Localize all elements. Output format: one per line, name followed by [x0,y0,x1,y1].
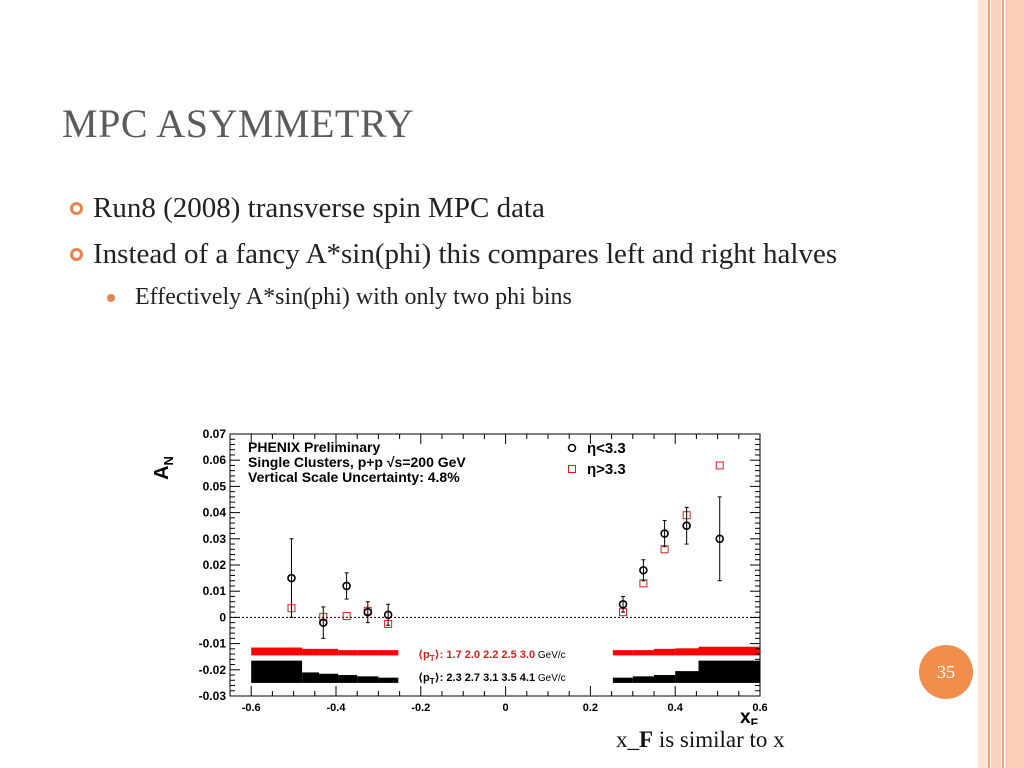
pt-band-segment [675,671,699,683]
low-eta-point [715,534,725,544]
low-eta-point [318,618,328,627]
annotation-clusters: Single Clusters, p+p √s=200 GeV [248,454,466,470]
pt-bands [251,646,760,683]
pt-band-segment [675,648,699,656]
y-tick-label: 0.05 [203,479,227,493]
y-tick-label: 0 [219,610,226,624]
slide-title: MPC ASYMMETRY [62,101,415,146]
pt-band-segment [654,675,676,683]
low-eta-point [287,573,296,583]
low-eta-point [682,521,691,530]
annotation-preliminary: PHENIX Preliminary [248,439,380,455]
legend-circle-marker [567,443,577,453]
x-tick-label: 0 [503,702,509,714]
pt-band-segment [319,673,339,683]
pt-band-segment [698,646,760,656]
y-tick-label: 0.06 [203,453,227,467]
legend-square-marker [568,465,576,473]
bullet-item: Run8 (2008) transverse spin MPC data [70,188,890,228]
pt-band-segment [632,676,654,683]
pt-row-red: ⟨pT⟩: 1.7 2.0 2.2 2.5 3.0 GeV/c [418,649,566,663]
pt-band-segment [357,650,379,656]
pt-band-segment [612,650,633,656]
y-axis-label: AN [151,456,176,480]
y-tick-label: 0.03 [203,532,227,546]
low-eta-point [383,610,393,620]
pt-band-segment [251,647,303,656]
legend: η<3.3 η>3.3 [567,440,626,478]
pt-band-segment [319,648,339,656]
y-tick-label: 0.04 [203,506,227,520]
low-eta-point [363,607,373,617]
y-tick-label: 0.02 [203,558,227,572]
chart-figure: -0.03 -0.02 -0.01 0 0.01 0.02 0.03 0.04 0.05 0.06… [148,420,773,730]
x-tick-label: -0.2 [411,702,430,714]
pt-band-segment [302,648,320,656]
annotation-uncertainty: Vertical Scale Uncertainty: 4.8% [248,469,460,485]
y-tick-labels: -0.03 -0.02 -0.01 0 0.01 0.02 0.03 0.04 0.05 0.06… [199,427,227,703]
pt-band-segment [654,648,676,656]
low-eta-point [660,529,669,538]
pt-band-segment [338,675,358,683]
pt-band-segment [251,660,303,683]
data-points [287,461,725,639]
axis-ticks [230,433,761,697]
pt-band-segment [632,650,654,656]
pt-band-segment [357,676,379,683]
decor-stripe-5 [1005,0,1024,768]
y-tick-label: 0.07 [203,427,227,441]
y-tick-label: 0.01 [203,584,227,598]
y-tick-label: -0.03 [199,689,227,703]
x-tick-label: 0.4 [668,702,684,714]
decor-stripe-1 [978,0,987,768]
high-eta-point [342,612,351,621]
decor-stripe-4 [1002,0,1004,768]
bullet-item: Instead of a fancy A*sin(phi) this compa… [70,234,890,274]
pt-row-black: ⟨pT⟩: 2.3 2.7 3.1 3.5 4.1 GeV/c [418,672,566,686]
y-tick-label: -0.01 [199,637,227,651]
decor-stripe-2 [988,0,990,768]
bullet-list: Run8 (2008) transverse spin MPC data Ins… [70,188,890,314]
high-eta-point [715,461,724,470]
sub-bullet-item: Effectively A*sin(phi) with only two phi… [70,280,890,314]
x-tick-label: 0.2 [583,702,598,714]
low-eta-point [618,600,628,609]
pt-band-segment [378,650,399,656]
low-eta-point [342,581,351,591]
legend-label-high-eta: η>3.3 [587,461,626,478]
x-tick-label: -0.6 [242,702,261,714]
pt-band-segment [302,672,320,683]
legend-label-low-eta: η<3.3 [587,440,626,457]
pt-band-segment [612,677,633,683]
slide-number-badge: 35 [919,645,973,699]
x-tick-label: -0.4 [327,702,347,714]
caption: x_F is similar to x [616,727,785,752]
x-tick-labels: -0.6 -0.4 -0.2 0 0.2 0.4 0.6 [242,702,768,714]
asymmetry-chart: -0.03 -0.02 -0.01 0 0.01 0.02 0.03 0.04 0.05 0.06… [151,427,768,730]
x-tick-label: 0.6 [752,702,767,714]
x-axis-label: xF [740,707,758,725]
pt-band-segment [378,677,399,683]
decor-stripe-3 [991,0,1001,768]
pt-band-segment [698,660,760,683]
low-eta-point [639,565,648,575]
y-tick-label: -0.02 [199,663,227,677]
pt-band-segment [338,650,358,656]
